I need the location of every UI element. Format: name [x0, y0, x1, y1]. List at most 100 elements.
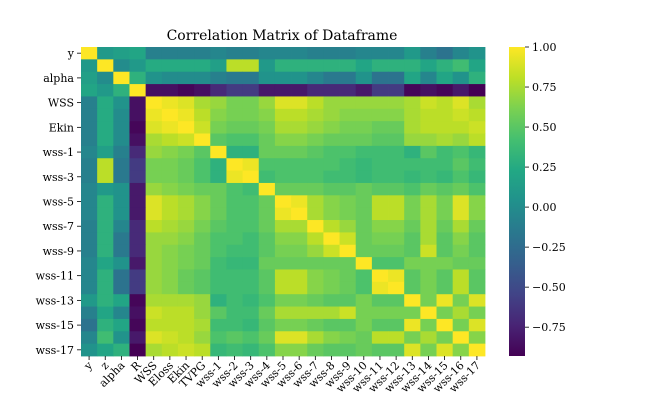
heatmap-cell — [307, 331, 324, 345]
heatmap-cell — [81, 84, 98, 97]
heatmap-cell — [404, 207, 421, 221]
heatmap-cell — [97, 84, 114, 97]
heatmap-cell — [323, 318, 340, 332]
heatmap-cell — [339, 343, 357, 357]
heatmap-cell — [177, 343, 195, 357]
heatmap-cell — [452, 318, 470, 332]
heatmap-cell — [388, 59, 405, 73]
heatmap-cell — [113, 133, 130, 147]
heatmap-cell — [371, 71, 389, 85]
heatmap-cell — [468, 182, 486, 196]
heatmap-cell — [452, 96, 470, 110]
heatmap-cell — [452, 269, 470, 283]
heatmap-cell — [388, 108, 405, 122]
heatmap-cell — [194, 343, 211, 357]
heatmap-cell — [177, 59, 195, 73]
heatmap-cell — [97, 71, 114, 85]
heatmap-cell — [371, 244, 389, 258]
heatmap-cell — [113, 158, 130, 171]
heatmap-cell — [404, 182, 421, 196]
heatmap-cell — [97, 331, 114, 345]
heatmap-cell — [258, 269, 276, 283]
heatmap-cell — [468, 133, 486, 147]
heatmap-cell — [371, 257, 389, 270]
heatmap-cell — [258, 294, 276, 307]
heatmap-cell — [210, 281, 227, 295]
heatmap-cell — [355, 121, 373, 134]
heatmap-cell — [388, 170, 405, 184]
heatmap-cell — [371, 331, 389, 345]
heatmap-cell — [307, 84, 324, 97]
heatmap-cell — [371, 84, 389, 97]
heatmap-cell — [323, 207, 340, 221]
heatmap-cell — [242, 207, 260, 221]
heatmap-cell — [323, 84, 340, 97]
colorbar-tick-label: 0.50 — [532, 121, 557, 134]
y-tick-label: wss-15 — [36, 319, 74, 332]
heatmap-cell — [291, 257, 308, 270]
heatmap-cell — [468, 71, 486, 85]
heatmap-cell — [323, 257, 340, 270]
heatmap-cell — [468, 257, 486, 270]
heatmap-cell — [307, 220, 324, 233]
heatmap-cell — [436, 195, 454, 209]
heatmap-cell — [371, 121, 389, 134]
heatmap-cell — [145, 220, 163, 233]
heatmap-cell — [355, 133, 373, 147]
heatmap-cell — [258, 47, 276, 60]
heatmap-cell — [291, 96, 308, 110]
heatmap-cell — [81, 170, 98, 184]
heatmap-cell — [258, 343, 276, 357]
heatmap-cell — [274, 269, 292, 283]
heatmap-cell — [274, 220, 292, 233]
heatmap-cell — [355, 257, 373, 270]
heatmap-cell — [323, 244, 340, 258]
heatmap-cell — [404, 158, 421, 171]
heatmap-cell — [194, 331, 211, 345]
heatmap-cell — [274, 306, 292, 320]
heatmap-cell — [420, 158, 437, 171]
heatmap-cell — [468, 232, 486, 246]
heatmap-cell — [242, 195, 260, 209]
heatmap-cell — [161, 257, 179, 270]
heatmap-cell — [436, 318, 454, 332]
heatmap-cell — [388, 343, 405, 357]
heatmap-cell — [161, 71, 179, 85]
heatmap-cell — [97, 244, 114, 258]
heatmap-cell — [226, 170, 243, 184]
heatmap-cell — [307, 96, 324, 110]
heatmap-cell — [274, 207, 292, 221]
heatmap-cell — [339, 108, 357, 122]
heatmap-cell — [113, 195, 130, 209]
y-axis: y alpha WSS Ekin wss-1 wss-3 wss-5 wss-7 wss-9 ws… — [36, 47, 81, 357]
heatmap-cell — [129, 182, 147, 196]
heatmap-cell — [161, 133, 179, 147]
heatmap-cell — [371, 170, 389, 184]
heatmap-cell — [355, 318, 373, 332]
colorbar-tick-label: 1.00 — [532, 41, 557, 54]
heatmap-cell — [307, 294, 324, 307]
heatmap-cell — [226, 343, 243, 357]
heatmap-cell — [161, 232, 179, 246]
heatmap-cell — [388, 331, 405, 345]
heatmap-cell — [291, 108, 308, 122]
heatmap-cell — [274, 71, 292, 85]
heatmap-cell — [323, 121, 340, 134]
heatmap-cell — [177, 96, 195, 110]
heatmap-cell — [323, 59, 340, 73]
heatmap-cell — [291, 281, 308, 295]
heatmap-cell — [355, 47, 373, 60]
heatmap-cell — [81, 71, 98, 85]
heatmap-cell — [145, 207, 163, 221]
y-tick-label: WSS — [48, 97, 74, 110]
heatmap-cell — [420, 96, 437, 110]
heatmap-cell — [113, 232, 130, 246]
heatmap-grid — [81, 47, 486, 357]
heatmap-cell — [258, 257, 276, 270]
heatmap-cell — [145, 257, 163, 270]
heatmap-cell — [436, 257, 454, 270]
y-tick-label: wss-17 — [36, 344, 74, 357]
heatmap-cell — [226, 145, 243, 159]
heatmap-cell — [145, 59, 163, 73]
